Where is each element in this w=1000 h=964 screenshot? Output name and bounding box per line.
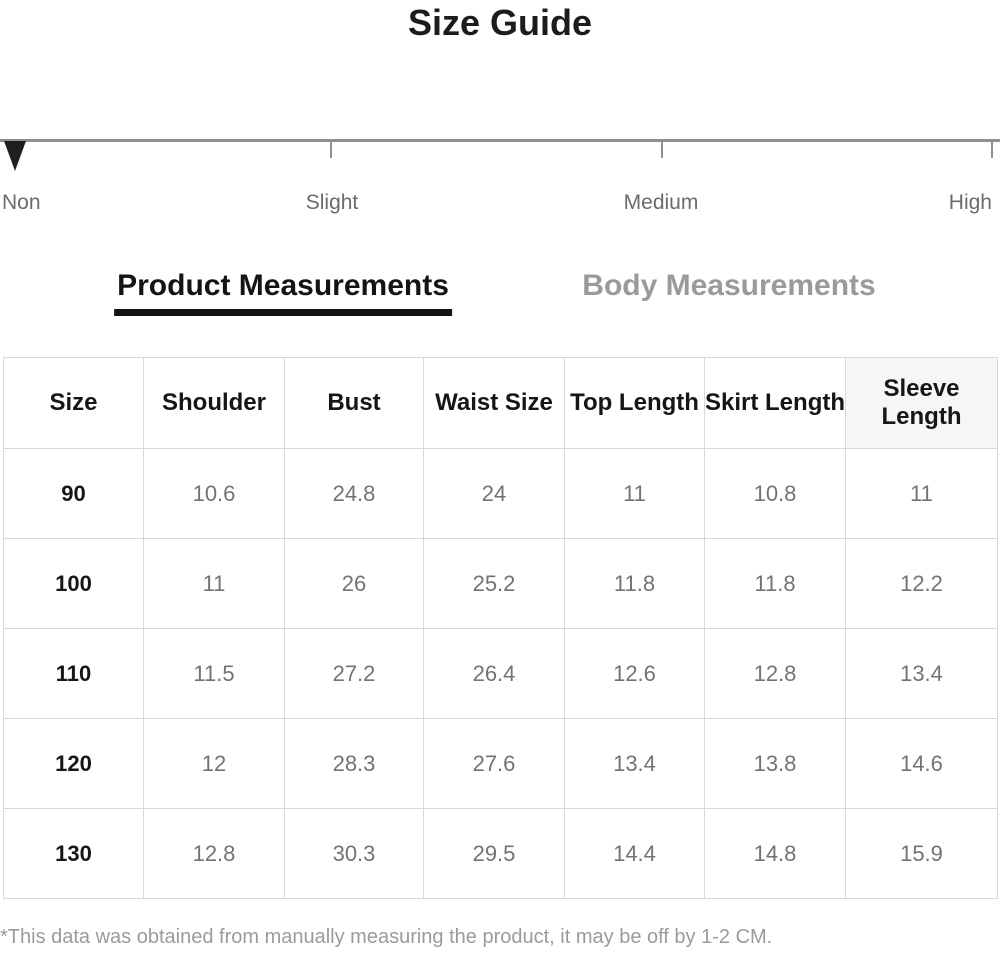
table-row: 90 10.6 24.8 24 11 10.8 11	[3, 448, 998, 539]
column-header-shoulder: Shoulder	[143, 357, 285, 449]
size-value: 120	[3, 718, 144, 809]
sleeve-length-value: 12.2	[845, 538, 998, 629]
column-header-size: Size	[3, 357, 144, 449]
scale-label-high: High	[948, 191, 992, 214]
top-length-value: 11	[564, 448, 705, 539]
tab-product-measurements[interactable]: Product Measurements	[114, 268, 452, 316]
size-chart-table: Size Shoulder Bust Waist Size Top Length…	[3, 357, 998, 899]
shoulder-value: 11.5	[143, 628, 285, 719]
size-value: 100	[3, 538, 144, 629]
scale-tick-slight	[330, 142, 332, 158]
top-length-value: 11.8	[564, 538, 705, 629]
bust-value: 28.3	[284, 718, 424, 809]
table-row: 120 12 28.3 27.6 13.4 13.8 14.6	[3, 718, 998, 809]
column-header-sleeve-length: Sleeve Length	[845, 357, 998, 449]
top-length-value: 14.4	[564, 808, 705, 899]
waist-value: 25.2	[423, 538, 565, 629]
column-header-waist-size: Waist Size	[423, 357, 565, 449]
waist-value: 26.4	[423, 628, 565, 719]
skirt-length-value: 12.8	[704, 628, 846, 719]
skirt-length-value: 10.8	[704, 448, 846, 539]
top-length-value: 13.4	[564, 718, 705, 809]
scale-label-slight: Slight	[305, 191, 359, 214]
top-length-value: 12.6	[564, 628, 705, 719]
bust-value: 27.2	[284, 628, 424, 719]
column-header-bust: Bust	[284, 357, 424, 449]
shoulder-value: 10.6	[143, 448, 285, 539]
sleeve-length-value: 11	[845, 448, 998, 539]
scale-pointer-triangle-icon	[4, 141, 26, 171]
shoulder-value: 12.8	[143, 808, 285, 899]
size-value: 110	[3, 628, 144, 719]
scale-label-medium: Medium	[623, 191, 699, 214]
waist-value: 27.6	[423, 718, 565, 809]
shoulder-value: 12	[143, 718, 285, 809]
measurement-tabs: Product Measurements Body Measurements	[0, 268, 1000, 320]
scale-tick-medium	[661, 142, 663, 158]
sleeve-length-value: 13.4	[845, 628, 998, 719]
measurement-disclaimer: *This data was obtained from manually me…	[0, 926, 773, 948]
scale-tick-high	[991, 142, 993, 158]
table-row: 110 11.5 27.2 26.4 12.6 12.8 13.4	[3, 628, 998, 719]
table-header-row: Size Shoulder Bust Waist Size Top Length…	[3, 357, 998, 449]
page-title: Size Guide	[407, 2, 593, 43]
column-header-skirt-length: Skirt Length	[704, 357, 846, 449]
skirt-length-value: 13.8	[704, 718, 846, 809]
sleeve-length-value: 14.6	[845, 718, 998, 809]
size-value: 90	[3, 448, 144, 539]
size-value: 130	[3, 808, 144, 899]
table-row: 130 12.8 30.3 29.5 14.4 14.8 15.9	[3, 808, 998, 899]
waist-value: 24	[423, 448, 565, 539]
stretch-scale-line	[0, 139, 1000, 142]
skirt-length-value: 14.8	[704, 808, 846, 899]
shoulder-value: 11	[143, 538, 285, 629]
scale-label-non: Non	[2, 191, 41, 214]
column-header-top-length: Top Length	[564, 357, 705, 449]
bust-value: 24.8	[284, 448, 424, 539]
sleeve-length-value: 15.9	[845, 808, 998, 899]
table-row: 100 11 26 25.2 11.8 11.8 12.2	[3, 538, 998, 629]
tab-body-measurements[interactable]: Body Measurements	[582, 269, 876, 302]
bust-value: 26	[284, 538, 424, 629]
bust-value: 30.3	[284, 808, 424, 899]
skirt-length-value: 11.8	[704, 538, 846, 629]
waist-value: 29.5	[423, 808, 565, 899]
